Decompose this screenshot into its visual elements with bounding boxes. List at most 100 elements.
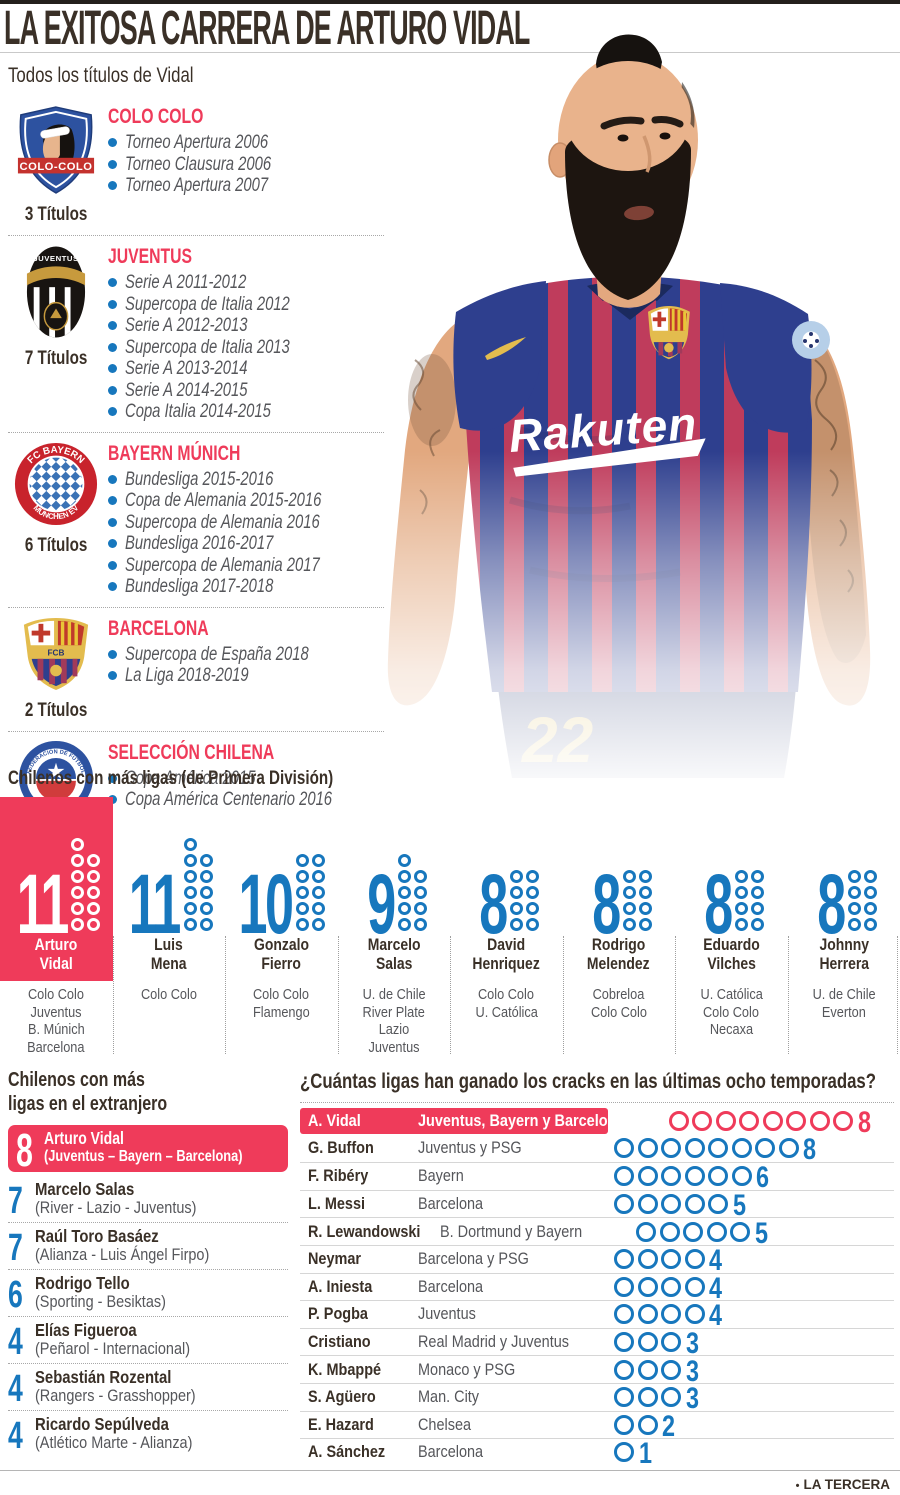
club-logo-column: FC BAYERN MÜNCHEN EV 6 Títulos [8,441,104,598]
chart-player-name-text: Gonzalo [253,935,309,954]
circle-row [734,884,766,900]
extranjero-highlight-value: 8 [14,1123,44,1176]
circle-row [182,836,198,852]
cracks-value: 8 [858,1107,878,1137]
bullet-icon [108,138,117,148]
league-circle-icon [183,901,197,915]
trophy-item: Copa de Alemania 2015-2016 [108,490,384,512]
league-circle-icon [413,901,427,915]
trophy-label: Torneo Apertura 2006 [125,132,269,153]
chart-circles [396,852,428,932]
chart-value: 8 [809,857,846,951]
chart-player-clubs: Colo Colo Flamengo [248,986,315,1021]
chart-player-name-line: Fierro [248,954,315,973]
cracks-player: F. Ribéry [300,1166,418,1186]
league-circle-icon [637,1138,658,1159]
circle-row [846,884,878,900]
bayern-logo: FC BAYERN MÜNCHEN EV [13,441,99,532]
league-circle-icon [199,869,213,883]
chart-player-name: Marcelo Salas [362,935,426,973]
trophy-item: Bundesliga 2016-2017 [108,533,384,555]
league-circle-icon [755,1138,775,1159]
club-logo-column: FCB 2 Títulos [8,616,104,722]
league-circle-icon [510,917,524,931]
extranjero-item-texts: Marcelo Salas (River - Lazio - Juventus) [35,1180,225,1217]
chart-column: 8 David Henriquez Colo Colo U. Católica [450,797,563,1059]
league-circle-icon [637,1194,658,1215]
extranjero-highlight-value-text: 8 [16,1123,33,1176]
club-section-colo: COLO-COLO 3 Títulos COLO COLO Torneo Apertu… [8,96,384,235]
trophy-item: Bundesliga 2017-2018 [108,576,384,598]
chart-player-club-text: U. Católica [700,986,763,1003]
chart-player-club-text: Colo Colo [140,986,197,1003]
chart-player-name-line: Vidal [30,954,82,973]
extranjero-heading: Chilenos con más ligas en el extranjero [8,1068,288,1116]
trophy-label: Copa América Centenario 2016 [125,789,333,810]
cracks-player: S. Agüero [300,1387,418,1407]
league-circle-icon [637,1276,658,1297]
trophy-item: Copa Italia 2014-2015 [108,401,384,423]
club-title-count: 2 Títulos [17,700,95,722]
chart-player-club-line: Colo Colo [695,1004,768,1022]
cracks-clubs: Man. City [418,1387,606,1407]
cracks-player: A. Vidal [300,1111,418,1131]
league-circle-icon [413,885,427,899]
league-circle-icon [661,1249,681,1270]
league-circle-icon [614,1332,634,1353]
chart-player-club-line: B. Múnich [22,1021,90,1039]
colo-logo: COLO-COLO [15,104,97,201]
league-circle-icon [692,1110,713,1131]
circle-row [396,916,428,932]
league-circle-icon [735,901,749,915]
cracks-player: Neymar [300,1249,418,1269]
chart-player-name-text: David [487,935,526,954]
bullet-icon [108,159,117,169]
cracks-clubs: Juventus y PSG [418,1138,606,1158]
club-section-chile: FEDERACIÓN DE FÚTBOL DE CHILE 2 TítulosS… [8,730,384,855]
chart-column-main: 8 Rodrigo Melendez [563,797,676,981]
chart-player-club-line: U. Católica [695,986,768,1004]
club-title-count: 3 Títulos [17,204,95,226]
league-circle-icon [668,1110,689,1131]
league-circle-icon [684,1276,705,1297]
trophy-label: Copa Italia 2014-2015 [125,401,271,422]
circle-row [396,884,428,900]
cracks-clubs: Juventus [418,1304,606,1324]
chart-column: 11 Arturo Vidal Colo Colo Juventus B. Múnich B… [0,797,113,1059]
league-circle-icon [735,869,749,883]
cracks-table-row: A. Sánchez Barcelona 1 [300,1438,894,1469]
bullet-icon [108,385,117,395]
chart-player-club-text: U. de Chile [812,986,876,1003]
chart-player-club-text: Colo Colo [28,986,85,1003]
chart-player-clubs: U. de Chile River Plate Lazio Juventus [357,986,431,1056]
league-circle-icon [638,901,652,915]
chart-value-text: 8 [591,857,621,951]
extranjero-item-clubs-text: (Alianza - Luis Ángel Firpo) [35,1245,210,1264]
cracks-value: 3 [686,1329,706,1359]
league-circle-icon [296,853,310,867]
cracks-player-text: E. Hazard [308,1414,374,1434]
league-circle-icon [296,901,310,915]
trophy-item: Copa América Centenario 2016 [108,789,390,811]
page-title: LA EXITOSA CARRERA DE ARTURO VIDAL [4,5,900,53]
trophy-label: Bundesliga 2017-2018 [125,576,274,597]
chart-player-club-text: Colo Colo [253,986,310,1003]
extranjero-item-value: 6 [8,1276,35,1314]
cracks-table-row: Cristiano Real Madrid y Juventus 3 [300,1327,894,1359]
extranjero-item-value: 4 [8,1370,35,1408]
extranjero-item-name: Marcelo Salas [35,1180,225,1199]
ligas-pictogram-chart: 11 Arturo Vidal Colo Colo Juventus B. Múnich B… [0,797,900,1059]
league-circle-icon [684,1304,705,1325]
trophy-item: Serie A 2013-2014 [108,358,384,380]
circle-row [621,900,653,916]
cracks-value-text: 5 [732,1189,746,1223]
league-circle-icon [751,885,765,899]
circle-row [70,900,102,916]
cracks-player: L. Messi [300,1194,418,1214]
chart-player-club-line: Everton [807,1004,881,1022]
chart-column-divider [675,936,676,1054]
chart-value-text: 8 [816,857,846,951]
chart-column: 10 Gonzalo Fierro Colo Colo Flamengo [225,797,338,1059]
bullet-icon [108,773,117,783]
club-title-count: 6 Títulos [17,535,95,557]
